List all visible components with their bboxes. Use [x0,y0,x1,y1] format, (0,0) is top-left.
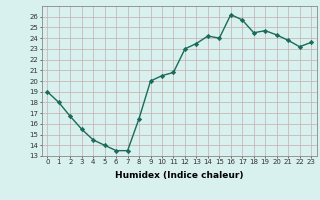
X-axis label: Humidex (Indice chaleur): Humidex (Indice chaleur) [115,171,244,180]
